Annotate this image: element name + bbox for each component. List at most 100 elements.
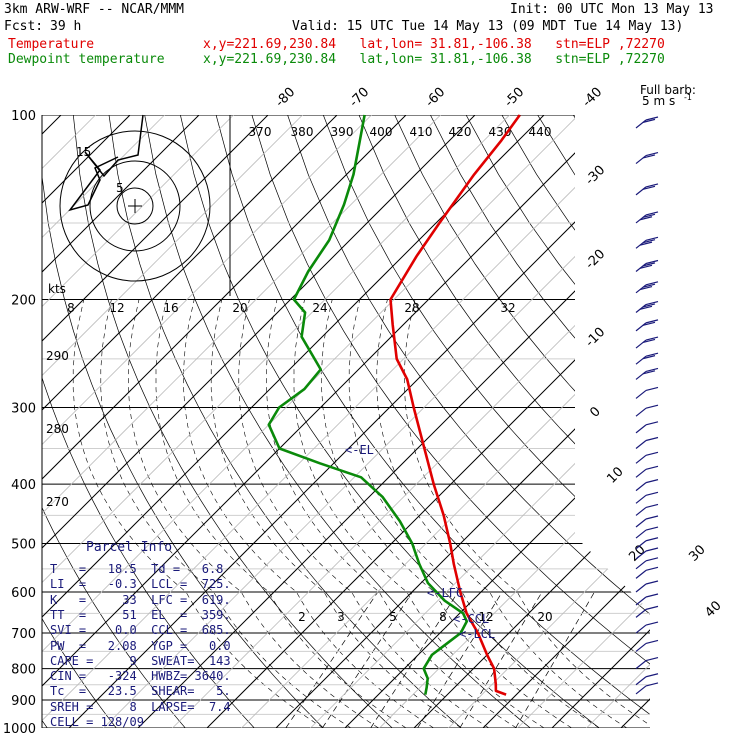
wind-barb-staff (635, 494, 647, 504)
dry-adiabat-line (680, 115, 740, 728)
wind-barb-flag (645, 515, 659, 520)
wind-barb-flag (642, 303, 656, 308)
mixing-ratio-label: 3 (337, 610, 345, 624)
parcel-info-row: Tc = 23.5 SHEAR= 5. (50, 684, 231, 699)
isotherm-line (517, 115, 650, 728)
isotherm-line (42, 115, 303, 728)
wind-barb-staff (635, 119, 647, 129)
wind-barb-flag (642, 370, 656, 375)
parcel-info-row: CAPE = 9 SWEAT= 143 (50, 653, 231, 668)
wind-barb-flag (645, 566, 659, 571)
pressure-tick-label: 900 (11, 694, 36, 709)
wind-barb-flag (642, 355, 656, 360)
model-title: 3km ARW-WRF -- NCAR/MMM (4, 2, 185, 17)
isotherm-line (656, 115, 740, 728)
isotherm-line (482, 115, 650, 728)
wind-barb-staff (635, 685, 647, 695)
wind-barb-flag (645, 503, 659, 509)
hodograph-ring-label-15: 15 (76, 145, 91, 159)
parcel-info-panel: Parcel Info T = 18.5 Td = 6.8 LI = -0.3 L… (42, 538, 232, 729)
wind-barb-staff (635, 506, 647, 516)
hodograph-ring-outer (59, 130, 211, 282)
hodograph-trace (68, 114, 144, 212)
wind-barb-flag (645, 436, 659, 442)
parcel-info-row: CIN = -324 HWBZ= 3640. (50, 669, 231, 684)
moist-adiabat-line (128, 299, 379, 728)
parcel-info-title: Parcel Info (86, 540, 173, 555)
pressure-tick-label: 700 (11, 627, 36, 642)
temperature-tick-label: -60 (423, 85, 449, 111)
parcel-info-row: K = 33 LFC = 619. (50, 592, 231, 607)
wind-barb-flag (645, 404, 659, 409)
wind-barb-staff (635, 355, 647, 365)
wind-barb-staff (635, 596, 647, 606)
parcel-info-row: LI = -0.3 LCL = 725. (50, 577, 231, 592)
moist-adiabat-line (266, 299, 517, 728)
isotherm-line (42, 115, 614, 728)
wind-barb-flag (645, 451, 659, 456)
isotherm-line (42, 115, 407, 728)
wind-barb-staff (635, 424, 647, 434)
wet-bulb-theta-label: 290 (46, 349, 69, 363)
pressure-tick-label: 400 (11, 478, 36, 493)
wind-barb-flag (645, 367, 659, 373)
mixing-ratio-line (370, 591, 459, 728)
wind-barb-flag (639, 264, 653, 269)
wind-barb-flag (642, 239, 656, 244)
wind-barb-flag (639, 286, 653, 291)
wind-barb-staff (635, 608, 647, 618)
hodograph-speed-label: 8 (67, 301, 75, 315)
wind-barb-staff (635, 468, 647, 478)
hodograph-speed-label: 12 (109, 301, 124, 315)
wind-barb-staff (635, 583, 647, 593)
isotherm-line (42, 115, 165, 728)
wind-barb-flag (645, 621, 659, 626)
dry-adiabat-line (537, 115, 650, 728)
pressure-tick-label: 1000 (3, 722, 36, 737)
temperature-profile-line (389, 114, 521, 696)
wind-barb-flag (642, 154, 656, 159)
potential-temperature-label: 440 (529, 125, 552, 139)
hodograph-speed-label: 20 (232, 301, 247, 315)
wind-barb-flag (642, 262, 656, 267)
pressure-tick-label: 300 (11, 401, 36, 416)
wind-barb-flag (645, 281, 659, 286)
barb-key-line2: 5 m s (642, 94, 675, 108)
parcel-info-row: SVI = 0.0 CCL = 685. (50, 623, 231, 638)
isotherm-line (42, 115, 269, 728)
moist-adiabat-line (210, 299, 462, 728)
wind-barb-flag (645, 547, 659, 552)
forecast-hour: 39 h (50, 19, 82, 34)
wind-barb-staff (635, 518, 647, 528)
pressure-tick-label: 100 (11, 109, 36, 124)
potential-temperature-label: 410 (410, 125, 433, 139)
moist-adiabat-line (155, 299, 407, 728)
wind-barb-flag (639, 216, 653, 221)
potential-temperature-label: 420 (449, 125, 472, 139)
wind-barb-staff (635, 339, 647, 349)
hodograph-speed-label: 24 (312, 301, 327, 315)
potential-temperature-label: 390 (331, 125, 354, 139)
temperature-tick-label: -40 (580, 85, 606, 111)
wind-barb-staff (635, 454, 647, 464)
hodograph-speed-label: 32 (500, 301, 515, 315)
parcel-info-row: SREH = 8 LAPSE= 7.4 (50, 699, 231, 714)
mixing-ratio-label: 5 (389, 610, 397, 624)
dry-adiabat-line (322, 115, 650, 728)
dewpoint-legend-label: Dewpoint temperature (8, 52, 165, 67)
wind-barb-flag (645, 657, 659, 662)
wind-barb-staff (635, 155, 647, 165)
isotherm-line (42, 115, 648, 728)
mixing-ratio-line (459, 591, 543, 728)
wind-barb-flag (642, 185, 656, 190)
isotherm-line (42, 115, 200, 728)
isotherm-line (620, 115, 650, 728)
moist-adiabat-line (404, 299, 650, 728)
temperature-tick-label: -10 (583, 325, 609, 351)
wind-barb-staff (635, 624, 647, 634)
wind-barb-flag (645, 580, 659, 585)
wind-barb-flag (642, 283, 656, 288)
wind-barb-flag (645, 491, 659, 496)
